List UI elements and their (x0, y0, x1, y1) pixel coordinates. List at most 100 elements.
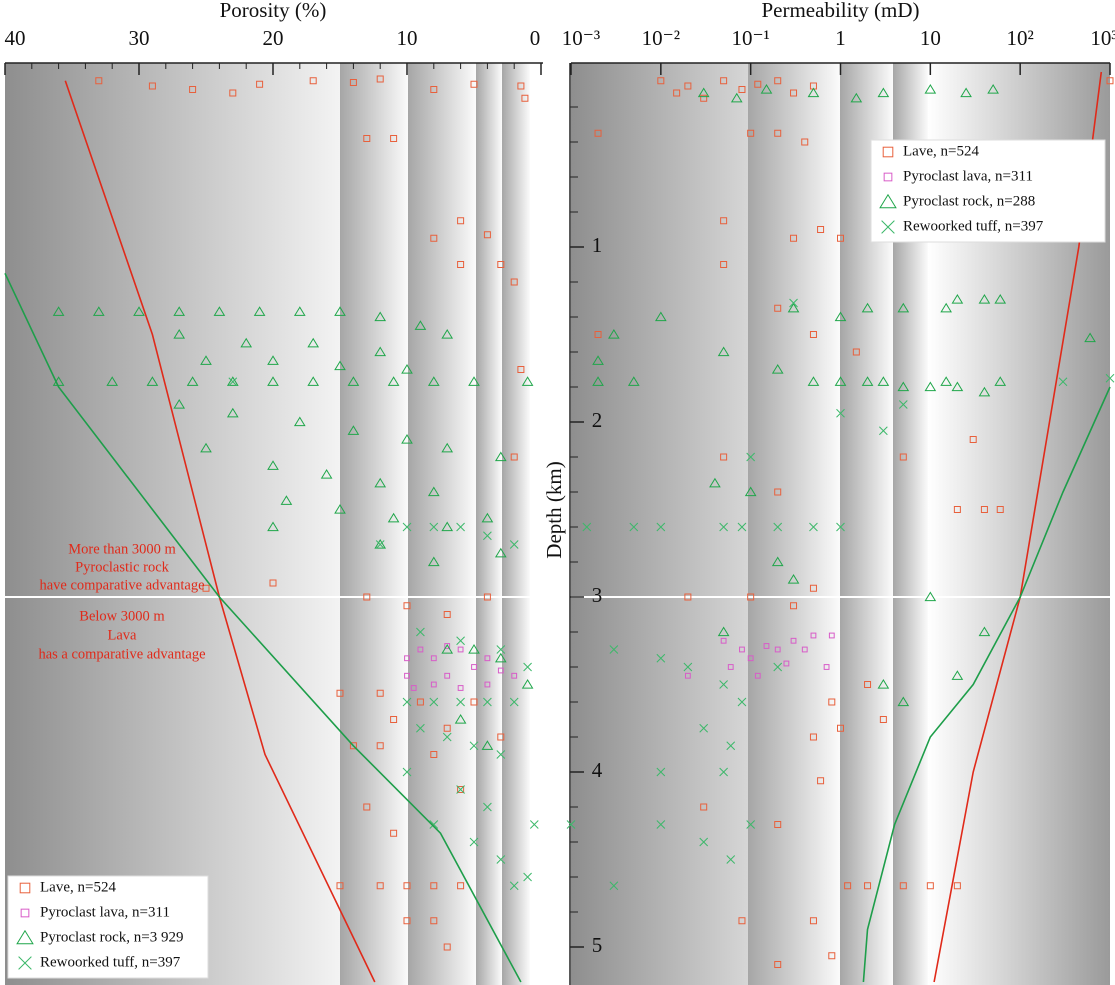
point (801, 138, 809, 146)
point (673, 89, 681, 97)
point (334, 504, 346, 514)
point (924, 84, 937, 94)
point (684, 82, 692, 90)
point (582, 522, 592, 532)
band (476, 63, 502, 985)
legend-symbol (19, 882, 31, 894)
point (481, 740, 494, 750)
point (790, 234, 798, 242)
point (92, 306, 105, 316)
point (747, 129, 755, 137)
point (457, 882, 465, 890)
point (717, 346, 730, 357)
point (700, 803, 708, 811)
point (817, 226, 825, 233)
point (523, 662, 532, 672)
point (427, 486, 440, 497)
point (836, 408, 845, 418)
point (924, 381, 937, 392)
point (897, 696, 910, 707)
point (481, 512, 494, 523)
point (717, 626, 730, 637)
point (969, 436, 977, 443)
point (627, 376, 640, 386)
point (307, 376, 320, 386)
point (809, 584, 817, 592)
point (852, 348, 860, 356)
point (720, 77, 728, 85)
y-tick-label: 3 (592, 583, 603, 607)
point (809, 331, 817, 338)
point (517, 82, 525, 90)
point (483, 531, 492, 541)
point (456, 697, 465, 707)
legend-label: Lave, n=524 (40, 879, 116, 895)
point (899, 882, 907, 890)
point (746, 820, 756, 829)
point (510, 278, 518, 286)
annotation: Below 3000 m (79, 608, 165, 624)
point (509, 881, 519, 891)
x-tick-label: 0 (530, 26, 541, 50)
point (387, 376, 400, 386)
annotation: Lava (108, 627, 138, 643)
point (430, 681, 437, 688)
point (657, 77, 665, 85)
point (719, 522, 728, 532)
x-tick-label: 40 (5, 26, 26, 50)
point (726, 741, 736, 751)
point (987, 84, 999, 94)
point (787, 302, 800, 313)
legend-symbol (18, 956, 32, 970)
point (173, 399, 186, 409)
point (441, 329, 454, 339)
band (571, 63, 748, 985)
point (656, 522, 666, 532)
point (229, 89, 237, 97)
point (374, 311, 387, 322)
legend-symbol (882, 146, 894, 158)
point (468, 376, 480, 386)
point (774, 304, 782, 312)
point (387, 512, 400, 523)
x-tick-label: 10⁻¹ (731, 26, 769, 50)
trend-line (862, 386, 1111, 983)
point (726, 855, 736, 864)
point (363, 803, 371, 811)
point (441, 521, 454, 532)
point (521, 376, 534, 386)
point (810, 632, 817, 639)
point (200, 355, 212, 365)
point (828, 952, 836, 960)
point (877, 87, 890, 98)
point (864, 681, 872, 688)
point (494, 451, 507, 462)
point (336, 882, 344, 890)
point (790, 637, 797, 644)
point (763, 643, 770, 649)
point (834, 376, 847, 386)
point (592, 376, 604, 386)
point (443, 724, 451, 732)
point (656, 653, 666, 663)
point (897, 381, 910, 392)
point (898, 400, 908, 409)
point (471, 664, 477, 670)
point (146, 376, 159, 386)
point (427, 556, 440, 567)
point (133, 306, 145, 316)
point (390, 135, 398, 142)
point (376, 742, 384, 750)
point (309, 77, 317, 85)
point (494, 652, 507, 663)
point (456, 785, 465, 794)
point (720, 637, 727, 644)
point (809, 733, 817, 741)
point (457, 261, 465, 268)
point (566, 820, 576, 829)
point (226, 376, 239, 386)
point (484, 681, 491, 688)
point (213, 306, 226, 316)
